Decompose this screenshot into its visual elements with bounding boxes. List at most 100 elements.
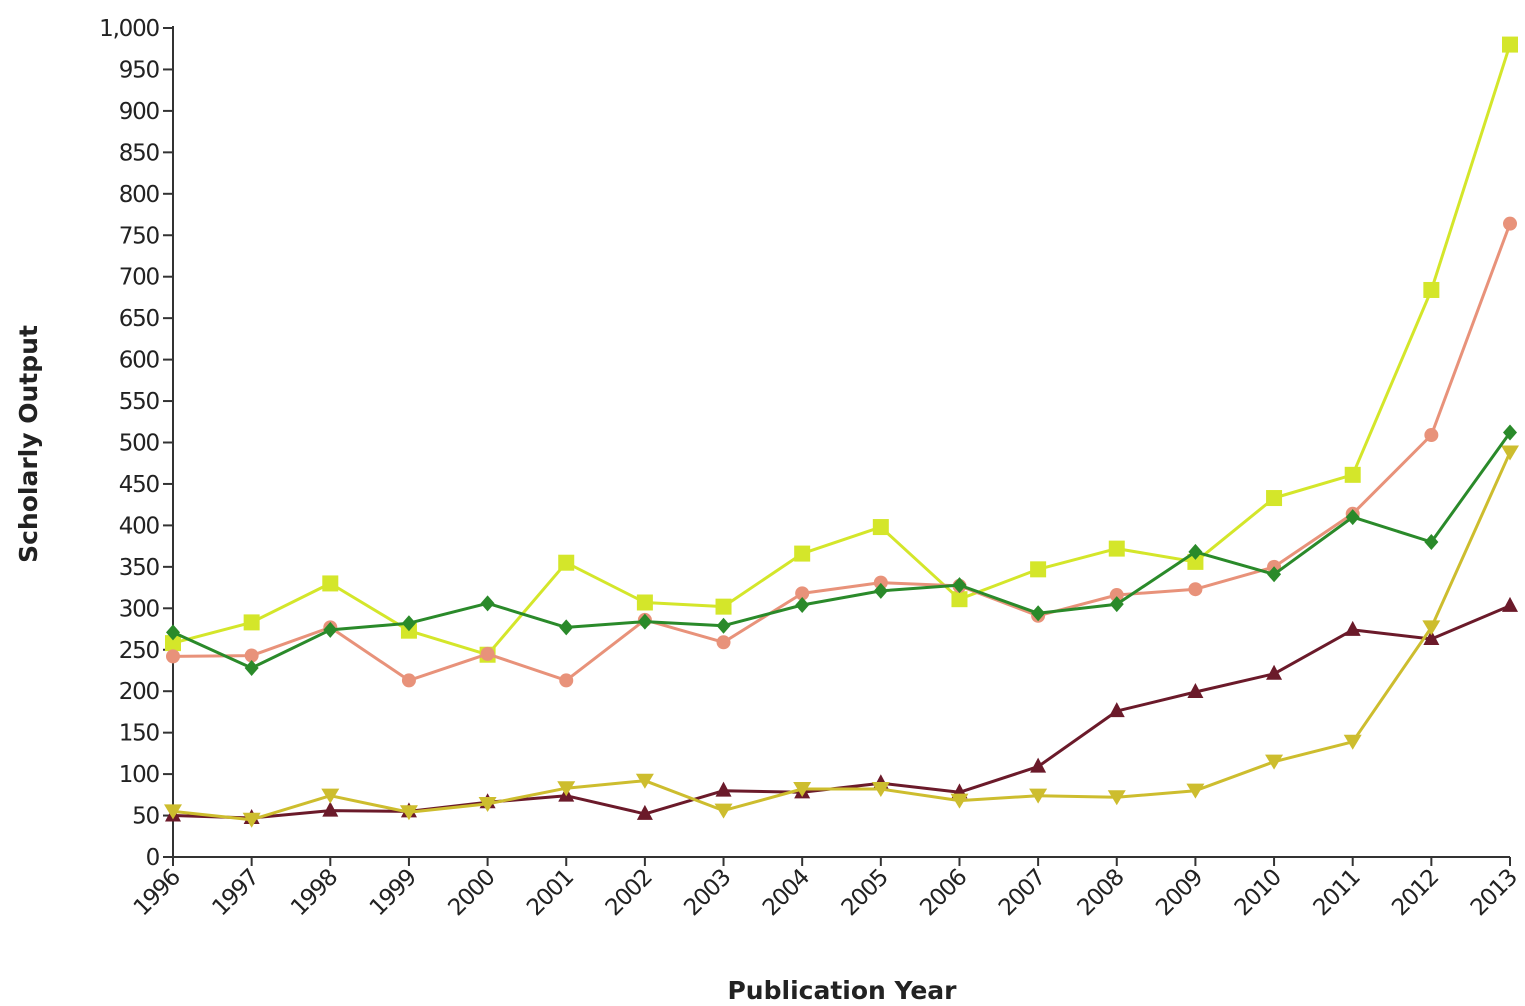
data-point-circle: [244, 648, 259, 663]
data-point-diamond: [559, 619, 574, 636]
data-point-diamond: [1345, 509, 1360, 526]
data-point-triangle-down: [242, 812, 261, 828]
data-point-square: [558, 554, 575, 571]
data-point-square: [872, 519, 889, 536]
y-tick-label: 600: [119, 348, 160, 374]
data-point-diamond: [1109, 596, 1124, 613]
data-point-square: [322, 575, 339, 592]
x-tick-label: 2006: [915, 864, 972, 921]
data-point-triangle-down: [714, 803, 733, 819]
y-tick-label: 1,000: [99, 16, 159, 42]
data-point-square: [1030, 561, 1047, 578]
data-point-diamond: [873, 582, 888, 599]
data-point-circle: [1424, 428, 1439, 443]
data-point-triangle-up: [322, 801, 339, 817]
data-point-triangle-up: [1423, 629, 1440, 645]
data-point-square: [1187, 553, 1204, 570]
data-point-triangle-down: [871, 782, 890, 798]
data-point-diamond: [1188, 543, 1203, 560]
x-tick-label: 2001: [522, 865, 578, 921]
data-point-triangle-down: [635, 773, 654, 789]
data-point-diamond: [795, 596, 810, 613]
x-tick-label: 2008: [1073, 864, 1130, 921]
data-point-triangle-up: [1108, 702, 1125, 718]
data-point-triangle-down: [164, 804, 182, 820]
data-point-circle: [1188, 582, 1203, 597]
y-tick-label: 300: [119, 596, 160, 622]
y-tick-label: 150: [119, 721, 160, 747]
y-tick-label: 500: [119, 431, 160, 457]
data-point-diamond: [1267, 566, 1282, 583]
data-point-square: [165, 635, 181, 652]
y-tick-label: 400: [119, 513, 160, 539]
y-tick-label: 900: [119, 99, 160, 125]
data-point-circle: [795, 586, 810, 601]
x-tick-label: 2003: [679, 865, 735, 921]
data-point-diamond: [716, 617, 731, 634]
data-point-diamond: [323, 621, 338, 638]
data-point-square: [951, 591, 968, 608]
data-point-square: [715, 598, 732, 615]
y-tick-label: 850: [119, 140, 160, 166]
x-axis: 1996 1997 1998 1999 2000 2001 2002 2003 2004 2005…: [129, 856, 1522, 921]
series-line: [172, 451, 1512, 822]
data-point-triangle-down: [1265, 754, 1284, 770]
y-tick-label: 700: [119, 265, 160, 291]
y-tick-label: 100: [119, 762, 160, 788]
data-point-triangle-up: [1502, 596, 1518, 612]
data-point-triangle-down: [1107, 790, 1126, 806]
y-tick-label: 350: [119, 555, 160, 581]
data-point-diamond: [166, 624, 180, 641]
data-point-square: [794, 545, 811, 562]
data-point-triangle-down: [399, 805, 418, 821]
series-diamond: [166, 424, 1517, 676]
y-tick-label: 800: [119, 182, 160, 208]
series-circle: [166, 216, 1517, 688]
x-tick-label: 1998: [286, 864, 343, 921]
data-point-triangle-up: [636, 804, 653, 820]
data-point-diamond: [1503, 424, 1517, 441]
x-tick-label: 1999: [365, 864, 422, 921]
data-point-diamond: [952, 577, 967, 594]
x-axis-title: Publication Year: [727, 976, 957, 1005]
data-point-circle: [1503, 216, 1517, 231]
data-point-triangle-down: [950, 793, 969, 809]
data-point-square: [1108, 540, 1125, 557]
data-point-triangle-down: [557, 781, 576, 797]
series-line: [172, 44, 1512, 657]
y-tick-label: 200: [119, 679, 160, 705]
series-line: [172, 223, 1512, 682]
x-tick-label: 2000: [443, 864, 500, 921]
data-point-triangle-down: [1029, 788, 1048, 804]
data-point-triangle-down: [1186, 783, 1205, 799]
x-tick-label: 1997: [208, 865, 264, 921]
x-tick-label: 1996: [129, 864, 186, 921]
data-point-circle: [873, 575, 888, 590]
data-point-square: [1344, 466, 1361, 483]
data-point-square: [636, 594, 653, 611]
data-point-circle: [716, 635, 731, 650]
data-point-triangle-down: [321, 788, 340, 804]
data-point-diamond: [1424, 533, 1439, 550]
data-point-circle: [1109, 588, 1124, 603]
data-point-circle: [401, 673, 416, 688]
y-tick-label: 950: [119, 57, 160, 83]
x-tick-label: 2002: [601, 865, 657, 921]
data-point-diamond: [1031, 605, 1046, 622]
data-point-triangle-down: [793, 782, 812, 798]
y-tick-label: 50: [132, 804, 159, 830]
x-tick-label: 2011: [1309, 865, 1365, 921]
x-tick-label: 2012: [1387, 865, 1443, 921]
x-tick-label: 2007: [994, 865, 1050, 921]
x-tick-label: 2013: [1466, 865, 1522, 921]
data-point-circle: [166, 649, 180, 664]
data-point-triangle-up: [715, 781, 732, 797]
y-tick-label: 650: [119, 306, 160, 332]
data-point-circle: [480, 646, 495, 661]
data-point-circle: [559, 673, 574, 688]
series-layer: [164, 36, 1519, 828]
y-tick-label: 0: [146, 845, 160, 871]
data-point-triangle-down: [1422, 620, 1441, 636]
y-axis-title: Scholarly Output: [14, 325, 43, 563]
data-point-triangle-up: [1187, 683, 1204, 699]
